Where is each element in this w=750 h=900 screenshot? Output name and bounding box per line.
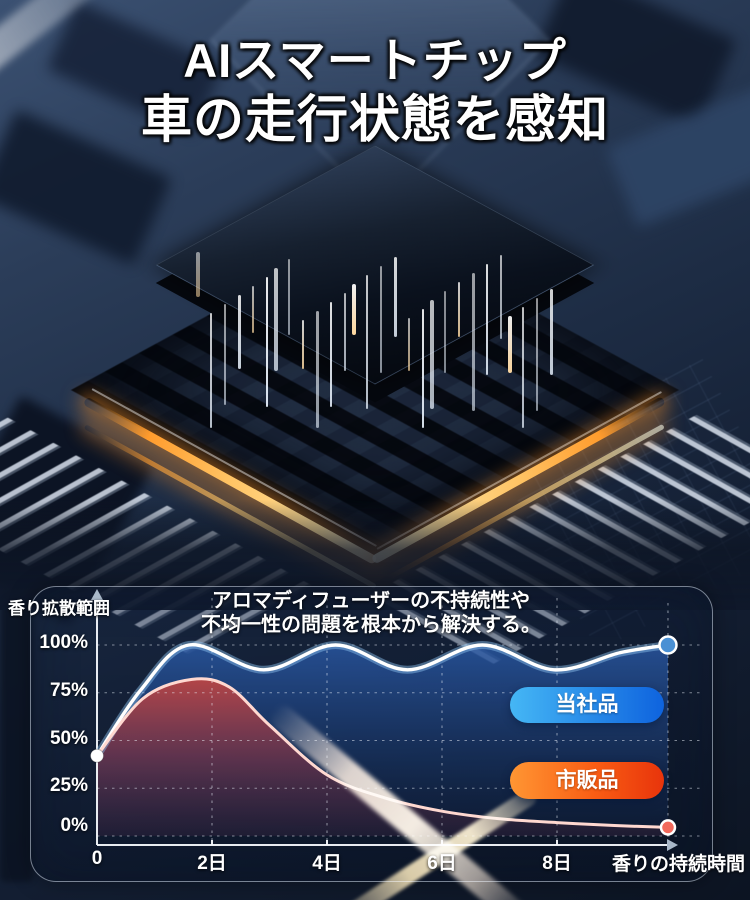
y-tick-label: 0% bbox=[60, 815, 88, 836]
x-tick-label: 8日 bbox=[542, 853, 572, 874]
chart-subtitle-line1: アロマディフューザーの不持続性や bbox=[211, 590, 531, 612]
headline-line2: 車の走行状態を感知 bbox=[140, 91, 609, 148]
board-shadow bbox=[0, 500, 750, 610]
y-tick-label: 25% bbox=[49, 775, 88, 797]
legend-label-market: 市販品 bbox=[555, 769, 619, 792]
chart-subtitle-line2: 不均一性の問題を根本から解決する。 bbox=[201, 614, 541, 636]
blurred-module bbox=[0, 592, 33, 882]
x-axis-title: 香りの持続時間 bbox=[611, 854, 745, 875]
x-tick-label: 2日 bbox=[197, 853, 227, 874]
legend-label-ours: 当社品 bbox=[555, 693, 619, 716]
x-tick-label: 4日 bbox=[312, 853, 342, 874]
y-tick-label: 75% bbox=[49, 679, 88, 701]
x-tick-label: 0 bbox=[91, 848, 103, 869]
x-tick-label: 6日 bbox=[427, 853, 457, 874]
headline-line1: AIスマートチップ bbox=[183, 34, 567, 87]
y-tick-label: 50% bbox=[49, 727, 88, 749]
y-axis-title: 香り拡散範囲 bbox=[8, 599, 110, 618]
legend-pill-ours: 当社品 bbox=[510, 687, 664, 723]
legend-pill-market: 市販品 bbox=[510, 762, 664, 799]
y-tick-label: 100% bbox=[39, 632, 88, 653]
